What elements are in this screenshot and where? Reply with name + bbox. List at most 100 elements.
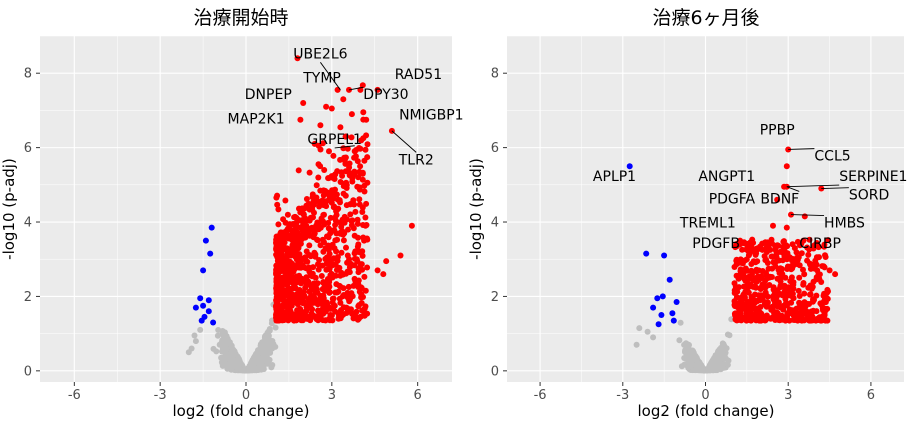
up-regulated-point [289, 221, 296, 228]
chart-title: 治療6ヶ月後 [652, 7, 759, 29]
up-regulated-point [355, 241, 362, 248]
up-regulated-point [801, 299, 808, 306]
up-regulated-point [344, 305, 351, 312]
ns-point [272, 324, 279, 331]
up-regulated-point [397, 252, 404, 259]
up-regulated-point [739, 306, 745, 313]
up-regulated-point [807, 317, 814, 324]
up-regulated-point [295, 167, 302, 174]
gene-label: TLR2 [398, 152, 434, 168]
up-regulated-point [340, 190, 347, 197]
up-regulated-point [285, 274, 292, 281]
down-regulated-point [197, 295, 204, 302]
up-regulated-point [752, 251, 759, 258]
up-regulated-point [303, 196, 310, 202]
x-axis-title: log2 (fold change) [173, 402, 310, 420]
up-regulated-point [780, 238, 787, 245]
x-tick-label: 6 [414, 388, 422, 403]
up-regulated-point [813, 254, 820, 261]
up-regulated-point [794, 261, 801, 267]
up-regulated-point [329, 174, 336, 181]
up-regulated-point [767, 246, 774, 253]
up-regulated-point [325, 175, 332, 182]
up-regulated-point [299, 314, 306, 321]
up-regulated-point [781, 289, 788, 296]
up-regulated-point [295, 309, 302, 316]
up-regulated-point [782, 296, 789, 302]
x-tick-label: -3 [154, 388, 167, 403]
up-regulated-point [352, 277, 359, 284]
up-regulated-point [317, 187, 324, 194]
up-regulated-point [795, 287, 802, 294]
up-regulated-point [275, 296, 282, 303]
gene-label: DNPEP [245, 87, 292, 103]
down-regulated-point [200, 302, 207, 309]
up-regulated-point [275, 284, 281, 290]
up-regulated-point [361, 273, 368, 280]
up-regulated-point [324, 302, 331, 309]
up-regulated-point [336, 282, 343, 289]
ns-point [685, 341, 692, 348]
x-tick-label: -6 [68, 388, 81, 403]
ns-point [235, 364, 242, 371]
down-regulated-point [202, 237, 209, 244]
gene-label: CCL5 [814, 149, 850, 165]
up-regulated-point [325, 246, 332, 253]
ns-point [248, 363, 255, 369]
up-regulated-point [364, 235, 370, 242]
up-regulated-point [784, 266, 791, 272]
up-regulated-point [754, 305, 761, 312]
up-regulated-point [307, 214, 314, 221]
gene-label: PDGFA [709, 191, 756, 207]
up-regulated-point [317, 292, 324, 299]
up-regulated-point [292, 274, 299, 281]
up-regulated-point [805, 251, 812, 258]
gene-label: HMBS [824, 216, 865, 232]
up-regulated-point [810, 307, 817, 314]
ns-point [714, 365, 721, 372]
down-regulated-point [655, 321, 662, 328]
ns-point [221, 336, 228, 342]
y-tick-label: 8 [491, 67, 499, 82]
ns-point [214, 332, 221, 339]
up-regulated-point [274, 263, 281, 270]
up-regulated-point [291, 248, 298, 255]
up-regulated-point [337, 179, 344, 185]
up-regulated-point [319, 197, 326, 204]
up-regulated-point [819, 263, 826, 270]
down-regulated-point [643, 250, 650, 257]
up-regulated-point [320, 279, 327, 286]
up-regulated-point [791, 317, 798, 323]
up-regulated-point [275, 221, 282, 228]
up-regulated-point [313, 182, 320, 189]
up-regulated-point [346, 164, 353, 171]
up-regulated-point [362, 222, 369, 229]
up-regulated-point [303, 248, 310, 255]
up-regulated-point [326, 289, 333, 296]
ns-point [724, 331, 731, 338]
up-regulated-point [801, 290, 808, 297]
up-regulated-point [764, 299, 771, 306]
up-regulated-point [356, 302, 362, 309]
up-regulated-point [324, 276, 331, 282]
up-regulated-point [318, 309, 325, 316]
up-regulated-point [364, 264, 371, 271]
up-regulated-point [754, 245, 761, 252]
up-regulated-point [739, 246, 746, 253]
up-regulated-point [295, 299, 302, 306]
up-regulated-point [273, 194, 280, 201]
up-regulated-point [785, 254, 792, 261]
ns-point [260, 365, 267, 372]
up-regulated-point [746, 303, 753, 310]
up-regulated-point [737, 256, 744, 263]
up-regulated-point [327, 230, 334, 237]
up-regulated-point [770, 293, 777, 300]
label-leader-line [786, 186, 800, 192]
up-regulated-point [310, 264, 317, 271]
up-regulated-point [808, 285, 815, 292]
up-regulated-point [297, 116, 304, 123]
up-regulated-point [309, 273, 316, 280]
ns-point [705, 367, 712, 374]
down-regulated-point [192, 304, 199, 311]
up-regulated-point [327, 257, 333, 264]
